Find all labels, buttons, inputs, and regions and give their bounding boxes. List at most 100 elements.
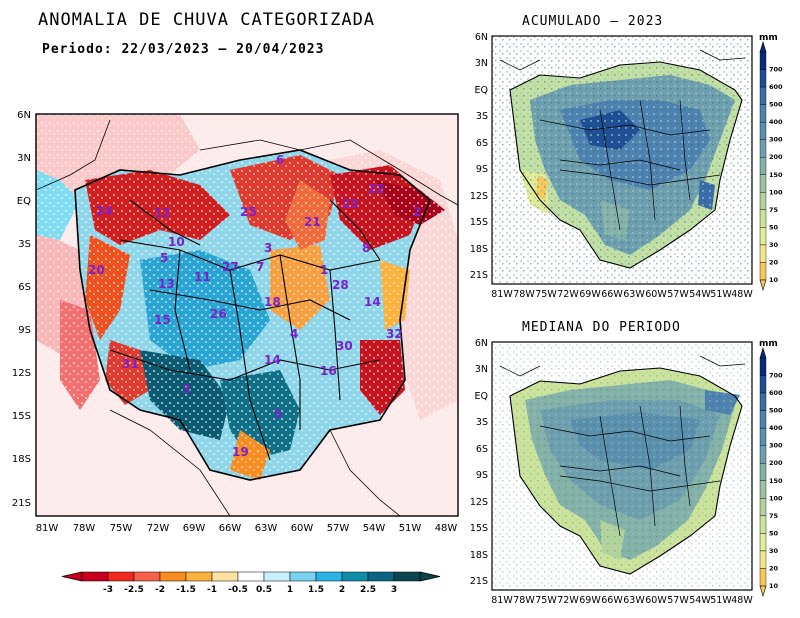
lon-label: 54W <box>363 523 386 534</box>
colorbar-label: 75 <box>769 512 779 520</box>
accumulated-map: 6N 3N EQ 3S 6S 9S 12S 15S 18S 21S 81W 78… <box>470 32 783 300</box>
colorbar-swatch <box>759 375 767 394</box>
lat-label: 6N <box>475 32 488 43</box>
colorbar-swatch <box>759 533 767 552</box>
colorbar-label: 700 <box>769 66 783 74</box>
median-map-title: MEDIANA DO PERIODO <box>522 320 681 335</box>
basin-number: 25 <box>240 205 257 219</box>
lat-label: 6S <box>476 444 488 455</box>
colorbar-label: 500 <box>769 101 783 109</box>
colorbar-unit: mm <box>759 33 778 43</box>
main-map-period: Periodo: 22/03/2023 – 20/04/2023 <box>42 42 325 57</box>
basin-number: 13 <box>158 277 175 291</box>
lat-label: 6N <box>475 338 488 349</box>
colorbar-label: -2.5 <box>124 585 144 595</box>
median-map-lat-axis: 6N 3N EQ 3S 6S 9S 12S 15S 18S 21S <box>470 338 488 587</box>
colorbar-swatch <box>759 463 767 481</box>
colorbar-swatch <box>185 571 213 582</box>
median-map-colorbar: mm 700 600 500 400 300 200 150 100 75 50 30 20 10 <box>759 339 783 598</box>
colorbar-swatch <box>759 480 767 499</box>
colorbar-swatch <box>211 571 239 582</box>
lon-label: 69W <box>579 289 601 300</box>
lat-label: 3S <box>476 111 488 122</box>
basin-number: 5 <box>160 251 168 265</box>
lon-label: 81W <box>491 289 513 300</box>
lon-label: 48W <box>731 595 753 606</box>
basin-number: 27 <box>222 260 239 274</box>
lat-label: 12S <box>470 497 488 508</box>
colorbar-label: 20 <box>769 258 779 266</box>
median-map-lon-axis: 81W 78W 75W 72W 69W 66W 63W 60W 57W 54W … <box>491 595 753 606</box>
colorbar-label: 400 <box>769 424 783 432</box>
lon-label: 78W <box>513 595 535 606</box>
basin-number: 7 <box>256 260 264 274</box>
colorbar-swatch <box>759 550 767 569</box>
basin-number: 6 <box>276 153 284 167</box>
median-map: 6N 3N EQ 3S 6S 9S 12S 15S 18S 21S 81W 78… <box>470 338 783 606</box>
lat-label: EQ <box>475 85 488 96</box>
colorbar-swatch <box>759 174 767 193</box>
colorbar-label: 200 <box>769 459 783 467</box>
colorbar-label: 150 <box>769 477 783 485</box>
colorbar-label: -3 <box>103 585 113 595</box>
basin-number: 8 <box>362 241 370 255</box>
colorbar-label: -1.5 <box>176 585 196 595</box>
main-map-lon-axis: 81W 78W 75W 72W 69W 66W 63W 60W 57W 54W … <box>36 523 458 534</box>
lat-label: 18S <box>12 454 31 465</box>
main-map-boundaries <box>36 119 458 516</box>
colorbar-swatch <box>759 121 767 140</box>
colorbar-label: 100 <box>769 494 783 502</box>
colorbar-label: 2.5 <box>360 585 376 595</box>
colorbar-swatch <box>393 571 421 582</box>
colorbar-label: 50 <box>769 529 779 537</box>
lon-label: 81W <box>36 523 59 534</box>
colorbar-swatch <box>759 51 767 70</box>
colorbar-swatch <box>237 571 265 582</box>
colorbar-swatch <box>759 515 767 534</box>
main-map-frame <box>35 113 459 517</box>
lat-label: 18S <box>470 244 488 255</box>
lon-label: 63W <box>255 523 278 534</box>
lon-label: 54W <box>689 595 711 606</box>
main-map-field <box>36 114 458 516</box>
basin-number: 2 <box>413 205 421 219</box>
accumulated-map-colorbar: mm 700 600 500 400 300 200 150 100 75 50 30 20 10 <box>759 33 783 292</box>
lat-label: 21S <box>470 270 488 281</box>
basin-number: 3 <box>264 241 272 255</box>
basin-number: 24 <box>96 204 113 218</box>
colorbar-swatch <box>759 568 767 587</box>
lon-label: 51W <box>399 523 422 534</box>
lon-label: 60W <box>291 523 314 534</box>
colorbar-label: 3 <box>391 585 397 595</box>
colorbar-arrow-right <box>419 571 441 582</box>
colorbar-label: 1.5 <box>308 585 324 595</box>
lat-label: 15S <box>470 217 488 228</box>
accumulated-map-boundaries <box>499 49 746 269</box>
basin-number: 9 <box>274 407 282 421</box>
colorbar-swatch <box>759 157 767 175</box>
basin-number: 10 <box>168 235 185 249</box>
lon-label: 78W <box>73 523 96 534</box>
basin-number: 12 <box>154 206 171 220</box>
lat-label: 9S <box>476 470 488 481</box>
colorbar-label: 50 <box>769 223 779 231</box>
lat-label: 18S <box>470 550 488 561</box>
basin-number: 32 <box>386 327 403 341</box>
colorbar-swatch <box>759 192 767 211</box>
lon-label: 66W <box>219 523 242 534</box>
lon-label: 72W <box>557 595 579 606</box>
colorbar-swatch <box>759 445 767 464</box>
colorbar-swatch <box>341 571 369 582</box>
colorbar-swatch <box>759 104 767 123</box>
lat-label: 15S <box>12 411 31 422</box>
colorbar-swatch <box>759 498 767 517</box>
lon-label: 75W <box>535 289 557 300</box>
colorbar-swatch <box>759 227 767 246</box>
colorbar-swatch <box>263 571 291 582</box>
colorbar-label: 20 <box>769 564 779 572</box>
lon-label: 72W <box>147 523 170 534</box>
lat-label: EQ <box>17 196 31 207</box>
lat-label: 3S <box>18 239 31 250</box>
lat-label: 12S <box>12 368 31 379</box>
main-map-lat-axis: 6N 3N EQ 3S 6S 9S 12S 15S 18S 21S <box>12 110 31 509</box>
